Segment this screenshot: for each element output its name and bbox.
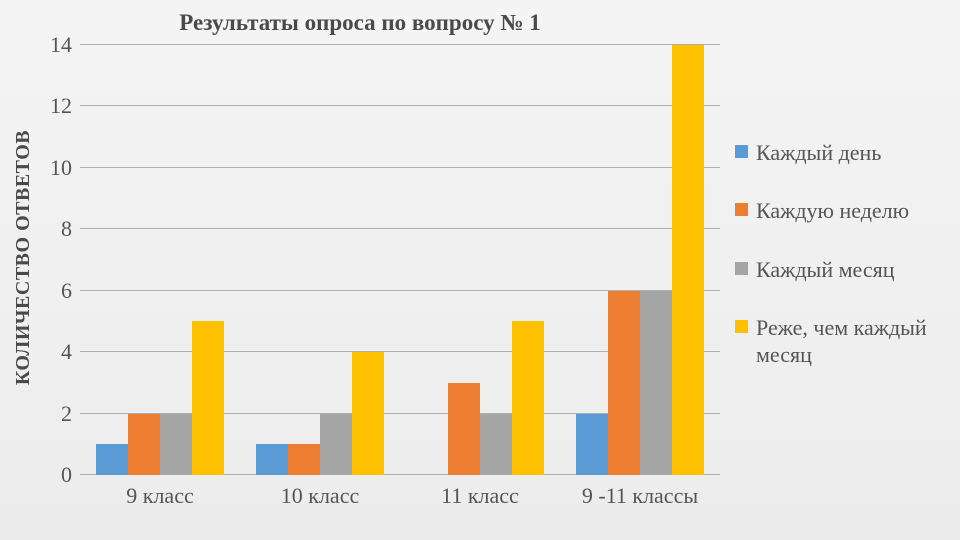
chart-title: Результаты опроса по вопросу № 1 [0, 10, 720, 36]
bar [608, 291, 640, 475]
bar [320, 414, 352, 475]
x-axis-label: 10 класс [281, 483, 359, 509]
legend-label: Каждую неделю [756, 198, 909, 224]
legend-item: Каждый день [735, 140, 950, 166]
legend-label: Каждый день [756, 140, 881, 166]
legend-label: Каждый месяц [756, 257, 895, 283]
bar [448, 383, 480, 475]
bar [192, 321, 224, 475]
bar-group: 10 класс [240, 45, 400, 475]
bar [576, 414, 608, 475]
y-tick-label: 6 [61, 278, 72, 304]
bar [256, 444, 288, 475]
bar [96, 444, 128, 475]
legend-label: Реже, чем каждый месяц [756, 315, 950, 368]
bar [640, 291, 672, 475]
y-axis-title: КОЛИЧЕСТВО ОТВЕТОВ [10, 45, 38, 470]
y-tick-label: 12 [50, 93, 72, 119]
y-tick-label: 0 [61, 462, 72, 488]
y-tick-label: 14 [50, 32, 72, 58]
legend: Каждый день Каждую неделю Каждый месяц Реже… [735, 140, 950, 400]
legend-item: Реже, чем каждый месяц [735, 315, 950, 368]
plot-area: 024681012149 класс10 класс11 класс9 -11 … [80, 45, 720, 475]
bar [480, 414, 512, 475]
x-axis-label: 11 класс [441, 483, 519, 509]
legend-item: Каждый месяц [735, 257, 950, 283]
y-tick-label: 4 [61, 339, 72, 365]
x-axis-label: 9 -11 классы [582, 483, 698, 509]
y-tick-label: 8 [61, 216, 72, 242]
x-axis-label: 9 класс [126, 483, 193, 509]
y-tick-label: 10 [50, 155, 72, 181]
bar [160, 414, 192, 475]
legend-swatch [735, 145, 748, 158]
bar [288, 444, 320, 475]
legend-swatch [735, 262, 748, 275]
legend-swatch [735, 203, 748, 216]
legend-swatch [735, 320, 748, 333]
y-tick-label: 2 [61, 401, 72, 427]
bar-group: 9 класс [80, 45, 240, 475]
bar-group: 11 класс [400, 45, 560, 475]
bar [512, 321, 544, 475]
bar-group: 9 -11 классы [560, 45, 720, 475]
y-axis-title-text: КОЛИЧЕСТВО ОТВЕТОВ [13, 130, 36, 385]
bar [352, 352, 384, 475]
legend-item: Каждую неделю [735, 198, 950, 224]
bar [672, 45, 704, 475]
bar [128, 414, 160, 475]
